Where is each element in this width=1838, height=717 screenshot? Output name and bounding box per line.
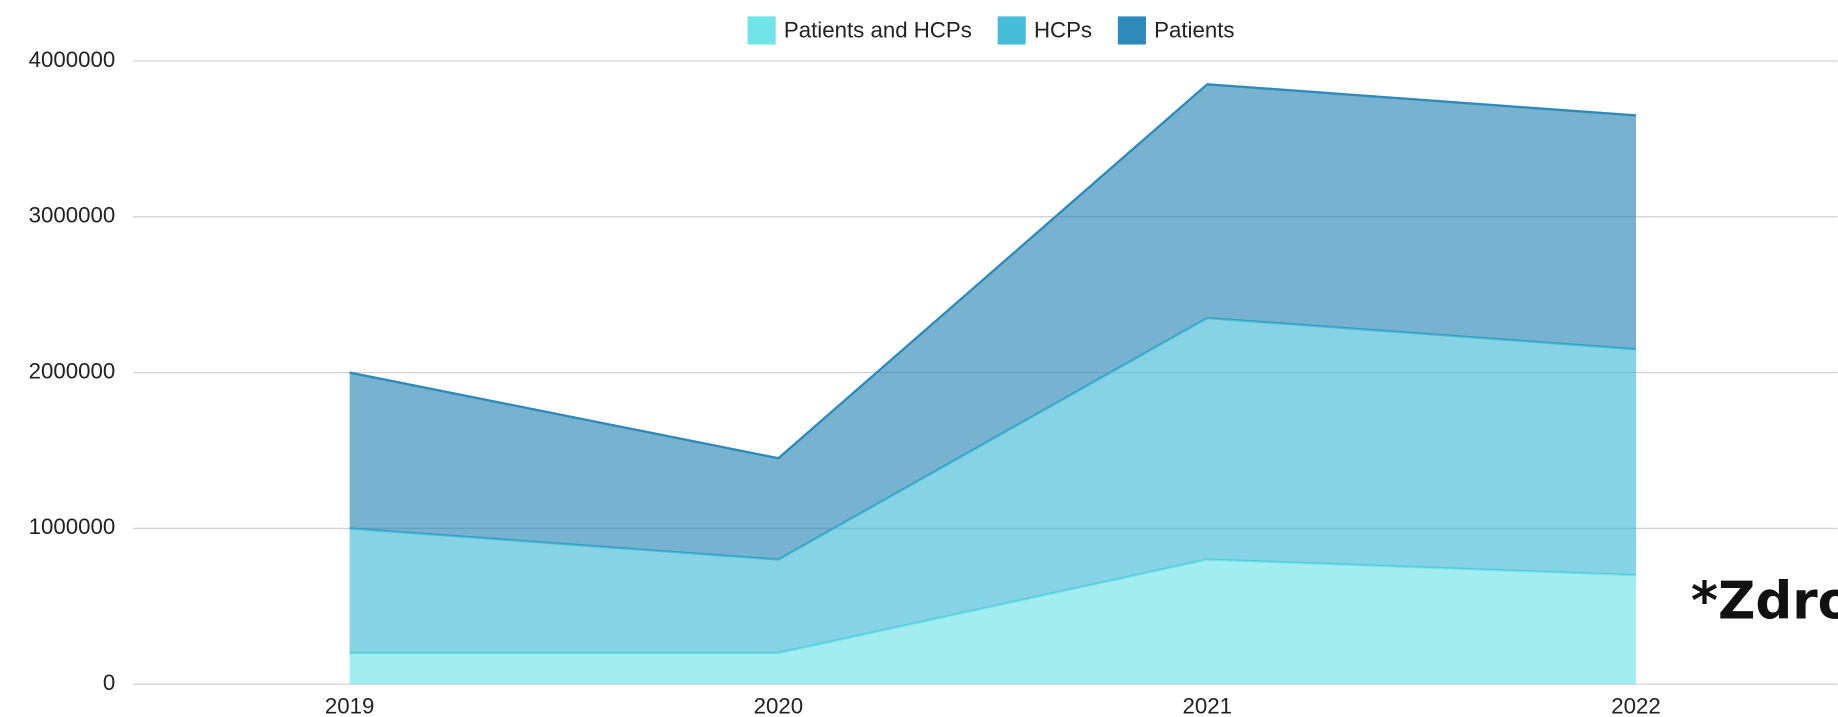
area-edge [349,83,1637,460]
annotation: *Zdroj [1691,572,1838,632]
legend: Patients and HCPs HCPs Patients [747,16,1235,45]
legend-label: Patients and HCPs [784,18,972,43]
y-tick-label: 3000000 [29,203,116,228]
y-tick-label: 0 [103,670,115,695]
y-tick-label: 1000000 [29,514,116,539]
legend-swatch [997,16,1026,45]
area [349,84,1636,560]
legend-swatch [1117,16,1146,45]
y-tick-label: 4000000 [29,47,116,72]
x-tick-label: 2019 [325,694,375,717]
y-tick-label: 2000000 [29,358,116,383]
x-tick-label: 2021 [1182,694,1232,717]
legend-label: Patients [1154,18,1234,43]
x-tick-label: 2020 [754,694,804,717]
area [349,318,1636,654]
x-tick-label: 2022 [1611,694,1661,717]
legend-label: HCPs [1034,18,1092,43]
legend-swatch [747,16,776,45]
